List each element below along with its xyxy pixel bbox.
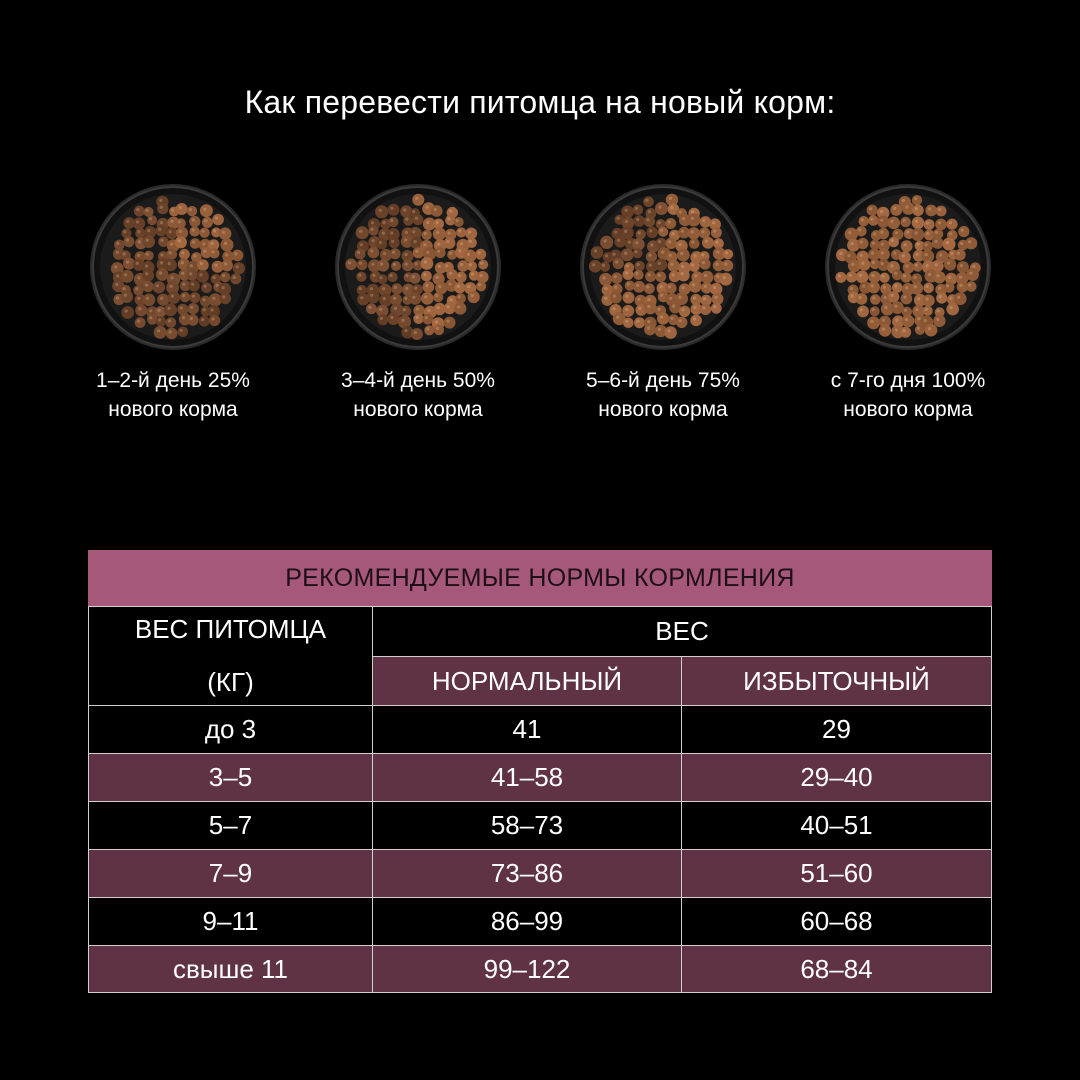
excess-weight-header: ИЗБЫТОЧНЫЙ xyxy=(681,656,992,706)
normal-cell: 73–86 xyxy=(372,849,682,898)
pet-weight-cell: 5–7 xyxy=(88,801,373,850)
pet-weight-header-line2: (КГ) xyxy=(207,667,254,697)
feeding-table: РЕКОМЕНДУЕМЫЕ НОРМЫ КОРМЛЕНИЯ ВЕС ПИТОМЦ… xyxy=(88,550,992,993)
excess-cell: 68–84 xyxy=(681,945,992,993)
feeding-norms-grid: ВЕС ПИТОМЦА (КГ) ВЕС НОРМАЛЬНЫЙ ИЗБЫТОЧН… xyxy=(88,606,992,993)
food-bowl-image xyxy=(580,184,746,350)
pet-weight-cell: до 3 xyxy=(88,705,373,754)
stage-caption-line1: с 7-го дня 100% xyxy=(830,369,986,392)
stage-caption-line1: 1–2-й день 25% xyxy=(96,369,250,392)
stage-caption-line2: нового корма xyxy=(843,398,973,421)
pet-weight-cell: 3–5 xyxy=(88,753,373,802)
transition-stages: 1–2-й день 25% нового корма 3–4-й день 5… xyxy=(0,182,1080,442)
stage-caption-line1: 3–4-й день 50% xyxy=(341,369,495,392)
normal-cell: 41–58 xyxy=(372,753,682,802)
pet-weight-header: ВЕС ПИТОМЦА (КГ) xyxy=(88,606,373,706)
stage-2: 3–4-й день 50% нового корма xyxy=(318,182,518,424)
excess-cell: 29 xyxy=(681,705,992,754)
food-bowl-image xyxy=(825,184,991,350)
table-title: РЕКОМЕНДУЕМЫЕ НОРМЫ КОРМЛЕНИЯ xyxy=(88,550,992,606)
excess-cell: 40–51 xyxy=(681,801,992,850)
table-row: 7–9 73–86 51–60 xyxy=(88,849,992,898)
weight-header: ВЕС xyxy=(372,606,992,657)
excess-cell: 51–60 xyxy=(681,849,992,898)
pet-weight-header-line1: ВЕС ПИТОМЦА xyxy=(134,614,327,644)
stage-caption-line2: нового корма xyxy=(108,398,238,421)
page-title: Как перевести питомца на новый корм: xyxy=(244,84,836,120)
food-bowl-image xyxy=(335,184,501,350)
stage-1: 1–2-й день 25% нового корма xyxy=(73,182,273,424)
stage-3: 5–6-й день 75% нового корма xyxy=(563,182,763,424)
pet-weight-cell: 7–9 xyxy=(88,849,373,898)
pet-weight-cell: 9–11 xyxy=(88,897,373,946)
stage-caption-line2: нового корма xyxy=(353,398,483,421)
table-row: 3–5 41–58 29–40 xyxy=(88,753,992,802)
food-bowl-image xyxy=(90,184,256,350)
table-row: свыше 11 99–122 68–84 xyxy=(88,945,992,993)
stage-caption-line1: 5–6-й день 75% xyxy=(586,369,740,392)
table-row: 9–11 86–99 60–68 xyxy=(88,897,992,946)
normal-cell: 58–73 xyxy=(372,801,682,850)
stage-caption: 3–4-й день 50% нового корма xyxy=(318,366,518,424)
normal-weight-header: НОРМАЛЬНЫЙ xyxy=(372,656,682,706)
table-row: до 3 41 29 xyxy=(88,705,992,754)
stage-caption: 5–6-й день 75% нового корма xyxy=(563,366,763,424)
stage-caption: 1–2-й день 25% нового корма xyxy=(73,366,273,424)
stage-caption: с 7-го дня 100% нового корма xyxy=(808,366,1008,424)
stage-caption-line2: нового корма xyxy=(598,398,728,421)
table-row: 5–7 58–73 40–51 xyxy=(88,801,992,850)
normal-cell: 41 xyxy=(372,705,682,754)
stage-4: с 7-го дня 100% нового корма xyxy=(808,182,1008,424)
normal-cell: 86–99 xyxy=(372,897,682,946)
excess-cell: 60–68 xyxy=(681,897,992,946)
normal-cell: 99–122 xyxy=(372,945,682,993)
excess-cell: 29–40 xyxy=(681,753,992,802)
pet-weight-cell: свыше 11 xyxy=(88,945,373,993)
